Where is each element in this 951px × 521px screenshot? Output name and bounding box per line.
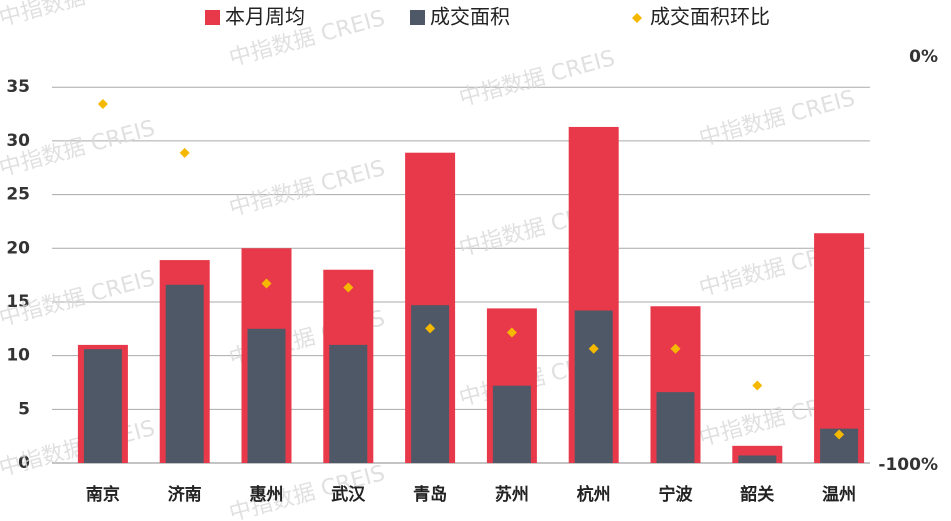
marker <box>261 278 272 289</box>
watermark: 中指数据 CREIS <box>227 156 388 222</box>
bar <box>329 344 368 463</box>
marker <box>97 98 108 109</box>
legend-marker <box>205 10 220 25</box>
x-tick-label: 宁波 <box>659 484 694 505</box>
legend-marker <box>632 13 642 23</box>
x-tick-label: 南京 <box>86 484 120 505</box>
watermark: 中指数据 CREIS <box>457 46 618 112</box>
marker <box>506 327 517 338</box>
y-tick-label: 0 <box>18 453 30 473</box>
marker <box>343 282 354 293</box>
legend-label: 成交面积环比 <box>650 5 770 29</box>
marker <box>588 343 599 354</box>
marker <box>670 343 681 354</box>
y-tick-label: 10 <box>6 346 30 366</box>
marker <box>179 147 190 158</box>
y-tick-label: 35 <box>6 77 30 97</box>
marker <box>752 380 763 391</box>
bar <box>814 233 865 463</box>
bar <box>165 284 204 463</box>
bar <box>247 328 286 463</box>
marker <box>834 429 845 440</box>
x-tick-label: 武汉 <box>331 484 366 505</box>
x-tick-label: 惠州 <box>250 484 284 505</box>
bar <box>83 349 122 463</box>
bar <box>656 392 695 463</box>
watermark: 中指数据 CREIS <box>697 86 858 152</box>
legend-label: 成交面积 <box>430 5 510 29</box>
legend-marker <box>410 10 425 25</box>
bar <box>492 385 531 463</box>
y2-tick-label: -100% <box>878 455 938 475</box>
legend-label: 本月周均 <box>225 5 305 29</box>
x-tick-label: 温州 <box>822 485 856 505</box>
x-tick-label: 杭州 <box>577 484 611 505</box>
y-tick-label: 5 <box>18 399 30 419</box>
x-tick-label: 青岛 <box>413 484 447 505</box>
y-tick-label: 15 <box>6 292 30 312</box>
x-tick-label: 韶关 <box>740 484 774 505</box>
y-tick-label: 25 <box>6 185 30 205</box>
bar <box>738 455 777 463</box>
x-tick-label: 济南 <box>168 484 202 505</box>
x-tick-label: 苏州 <box>495 484 529 505</box>
y-tick-label: 30 <box>6 131 30 151</box>
watermark: 中指数据 CREIS <box>0 0 158 32</box>
bar <box>574 310 613 463</box>
marker <box>425 323 436 334</box>
y-tick-label: 20 <box>6 238 30 258</box>
y2-tick-label: 0% <box>909 47 938 67</box>
